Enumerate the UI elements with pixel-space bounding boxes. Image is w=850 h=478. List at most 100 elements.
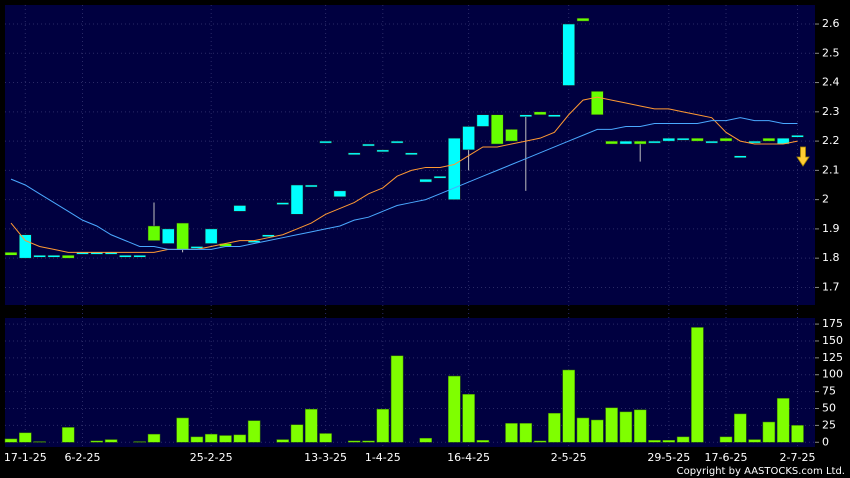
candle-body [333,190,347,197]
volume-bar [448,375,461,443]
y-tick-label: 2.6 [822,17,840,30]
candle-body [533,111,547,116]
volume-bar [4,438,18,443]
moving-average [10,117,798,250]
candle-body [476,114,490,127]
candle-body [147,225,161,241]
volume-bar [204,433,218,443]
candle-body [791,134,804,138]
y-tick-label: 1.7 [822,280,840,293]
y-tick-label: 25 [822,418,836,431]
volume-bar [247,420,261,443]
volume-bar [19,432,32,443]
candle-body [276,202,289,205]
candle-body [648,140,661,144]
y-tick-label: 1.8 [822,251,840,264]
candle-body [762,137,776,142]
candle-body [290,184,304,215]
candle-body [204,228,218,244]
volume-bar [147,433,161,443]
volume-bar [190,436,204,443]
candle-body [61,254,75,259]
y-tick-label: 50 [822,402,836,415]
candle-body [448,137,461,200]
x-tick-label: 17-1-25 [4,451,47,464]
y-tick-label: 2.2 [822,134,840,147]
y-tick-label: 175 [822,317,843,330]
volume-bar [419,437,432,443]
volume-bar [104,439,118,443]
candle-body [405,152,418,156]
x-tick-label: 16-4-25 [447,451,490,464]
candle-body [133,254,146,258]
copyright: Copyright by AASTOCKS.com Ltd. [677,466,845,477]
candle-body [662,137,676,142]
volume-bar [319,433,332,443]
candle-body [362,143,375,147]
y-tick-label: 2.4 [822,76,840,89]
candle-body [119,254,132,258]
candle-body [305,184,318,188]
candle-body [676,137,690,141]
candle-body [47,254,61,258]
volume-bar [176,417,189,443]
candle-body [505,129,518,142]
volume-bar [719,436,733,443]
candle-body [19,234,32,259]
candle-body [605,140,618,145]
volume-bar [133,441,146,443]
candle-body [4,252,18,256]
x-tick-label: 29-5-25 [647,451,690,464]
x-tick-label: 17-6-25 [705,451,748,464]
volume-bar [691,327,704,443]
candle-body [433,175,447,179]
volume-bar [462,394,475,443]
volume-bar [505,423,518,443]
volume-bar [776,398,790,443]
volume-bar [476,439,490,443]
volume-bar [619,411,633,443]
volume-bar [548,412,561,443]
y-tick-label: 75 [822,385,836,398]
volume-bar [362,440,375,443]
candle-body [519,114,533,118]
grid [5,5,819,447]
volume-bar [676,436,690,443]
y-tick-label: 2.5 [822,46,840,59]
volume-bar [533,440,547,443]
y-tick-label: 2 [822,193,829,206]
volume-bar [219,435,232,443]
volume-bar [734,413,747,443]
candle-body [376,149,390,153]
candle-body [162,228,175,244]
x-tick-label: 25-2-25 [190,451,233,464]
candle-body [419,178,432,183]
candle-body [705,140,718,144]
candle-body [748,140,761,144]
y-tick-label: 0 [822,435,829,448]
candle-body [633,140,647,145]
candle-body [33,254,46,258]
volume-bar [276,439,289,443]
y-tick-label: 150 [822,334,843,347]
moving-average [10,96,798,253]
y-tick-label: 100 [822,368,843,381]
volume-bar [662,439,676,443]
volume-bar [33,441,46,443]
volume-bar [762,421,776,443]
candle-body [347,152,361,156]
volume-bar [290,424,304,443]
candle-body [462,126,475,151]
volume-bar [390,355,404,443]
volume-bar [562,369,575,443]
volume-bar [347,440,361,443]
current-arrow [796,146,810,167]
candle-body [719,137,733,142]
y-tick-label: 2.3 [822,105,840,118]
x-tick-label: 2-7-25 [780,451,816,464]
volume-bar [576,417,590,443]
volume-bar [791,425,804,443]
candle-body [176,222,189,250]
y-tick-label: 125 [822,351,843,364]
